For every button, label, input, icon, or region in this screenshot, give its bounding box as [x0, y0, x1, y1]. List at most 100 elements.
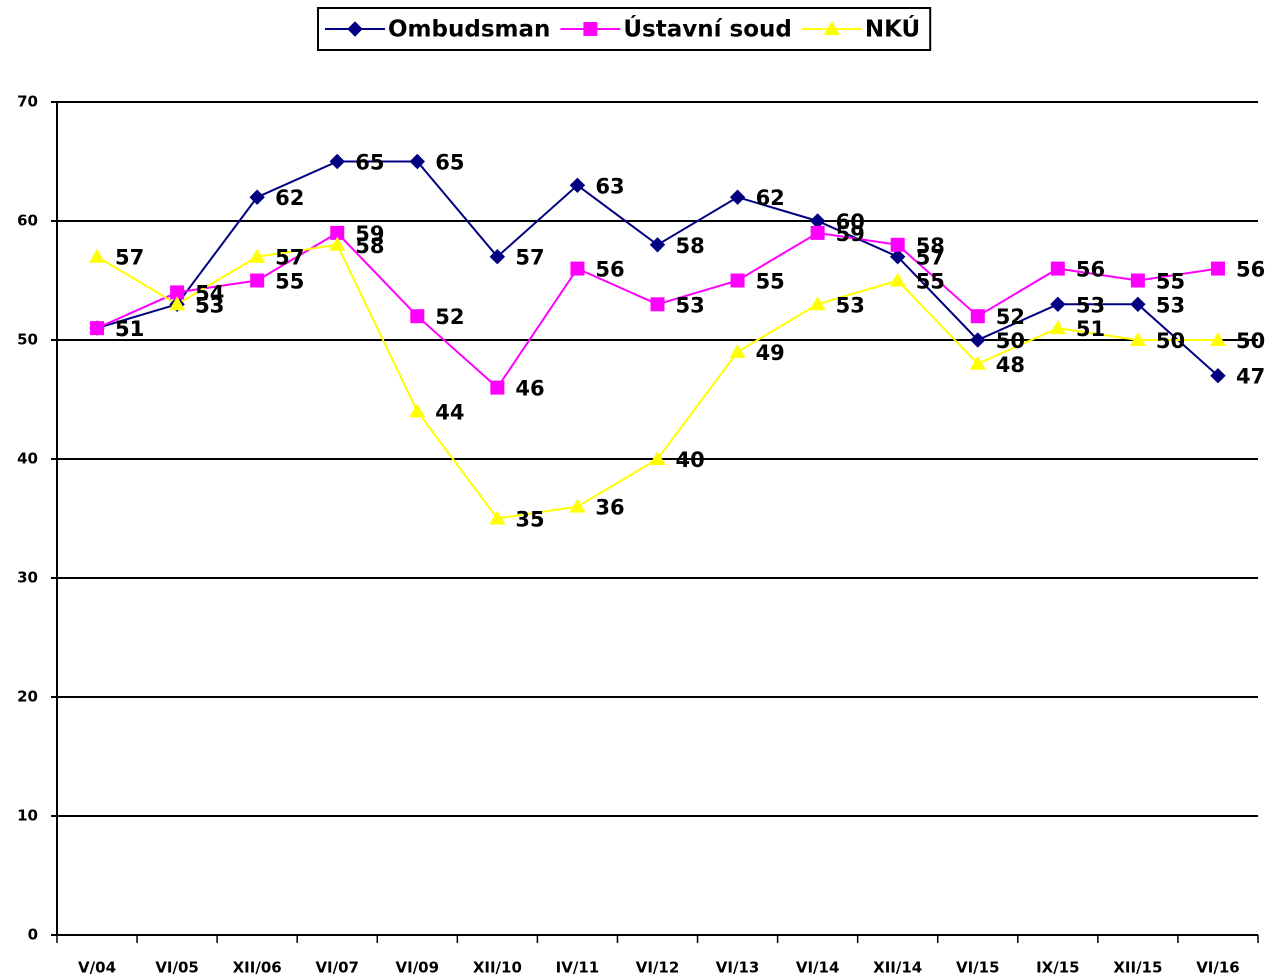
y-tick-label: 50: [17, 331, 38, 349]
marker: [410, 309, 425, 324]
data-label: 54: [195, 281, 224, 305]
data-label: 50: [996, 329, 1025, 353]
x-tick-label: IX/15: [1036, 959, 1080, 977]
x-tick-label: XII/06: [233, 959, 282, 977]
series-line: [96, 243, 1218, 520]
data-label: 35: [515, 508, 544, 532]
y-tick-label: 0: [28, 926, 38, 944]
marker: [1050, 296, 1066, 313]
marker: [889, 272, 906, 287]
marker: [489, 248, 506, 265]
y-tick-label: 70: [17, 93, 38, 111]
marker: [1130, 273, 1145, 288]
x-tick-label: VI/09: [396, 959, 440, 977]
y-tick-label: 30: [17, 569, 38, 587]
data-label: 53: [1156, 293, 1185, 317]
marker: [649, 451, 666, 465]
data-label: 48: [996, 353, 1025, 377]
marker: [569, 177, 586, 194]
data-label: 40: [676, 448, 705, 472]
data-label: 51: [1076, 317, 1105, 341]
marker: [823, 21, 840, 35]
data-label: 36: [595, 496, 624, 520]
data-label: 59: [836, 222, 865, 246]
legend-label: Ústavní soud: [623, 15, 791, 43]
marker: [409, 153, 426, 170]
data-label: 55: [916, 270, 945, 294]
data-label: 49: [756, 341, 785, 365]
data-label: 46: [515, 377, 544, 401]
data-label: 56: [1076, 258, 1105, 282]
marker: [1050, 261, 1065, 276]
marker: [347, 21, 363, 37]
marker: [90, 321, 105, 336]
marker: [489, 510, 506, 525]
marker: [809, 296, 826, 311]
data-label: 52: [996, 305, 1025, 329]
marker: [249, 248, 266, 263]
marker: [250, 273, 265, 288]
data-label: 65: [435, 151, 464, 175]
x-tick-label: XII/14: [873, 959, 922, 977]
marker: [810, 225, 825, 240]
marker: [729, 343, 746, 358]
x-tick-label: VI/12: [636, 959, 680, 977]
marker: [1210, 367, 1226, 384]
data-label: 53: [836, 293, 865, 317]
x-tick-label: VI/14: [796, 959, 840, 977]
marker: [583, 22, 598, 36]
data-label: 59: [355, 222, 384, 246]
marker: [1209, 332, 1226, 346]
marker: [329, 236, 346, 251]
data-label: 52: [435, 305, 464, 329]
data-label: 55: [275, 270, 304, 294]
data-label: 47: [1236, 365, 1265, 389]
series-line: [96, 160, 1219, 377]
data-label: 55: [756, 270, 785, 294]
data-label: 60: [836, 210, 865, 234]
marker: [1210, 261, 1225, 276]
x-tick-label: VI/05: [155, 959, 199, 977]
x-tick-label: VI/13: [716, 959, 760, 977]
data-label: 62: [275, 186, 304, 210]
data-label: 57: [275, 246, 304, 270]
data-label: 51: [115, 317, 144, 341]
marker: [570, 261, 585, 276]
marker: [409, 403, 426, 418]
marker: [329, 153, 345, 170]
marker: [729, 189, 746, 205]
marker: [649, 237, 666, 253]
marker: [249, 189, 265, 205]
data-label: 58: [916, 234, 945, 258]
data-label: 53: [1076, 293, 1105, 317]
marker: [889, 248, 906, 265]
marker: [1130, 296, 1146, 313]
data-label: 50: [1236, 329, 1265, 353]
marker: [330, 225, 345, 240]
marker: [970, 309, 985, 324]
marker: [1049, 320, 1066, 335]
x-tick-label: VI/15: [956, 959, 1000, 977]
data-label: 50: [1156, 329, 1185, 353]
x-tick-label: XII/15: [1113, 959, 1162, 977]
x-tick-label: IV/11: [556, 959, 600, 977]
marker: [890, 237, 905, 252]
data-label: 62: [756, 186, 785, 210]
data-label: 55: [1156, 270, 1185, 294]
data-label: 65: [355, 151, 384, 175]
data-label: 63: [595, 174, 624, 198]
marker: [89, 248, 106, 263]
marker: [969, 355, 986, 370]
data-label: 53: [195, 293, 224, 317]
data-label: 57: [515, 246, 544, 270]
data-label: 58: [355, 234, 384, 258]
y-tick-label: 20: [17, 688, 38, 706]
x-tick-label: VI/07: [315, 959, 359, 977]
data-label: 58: [676, 234, 705, 258]
marker: [970, 332, 986, 348]
data-label: 57: [916, 246, 945, 270]
marker: [569, 498, 586, 513]
marker: [169, 296, 186, 311]
marker: [490, 380, 505, 395]
